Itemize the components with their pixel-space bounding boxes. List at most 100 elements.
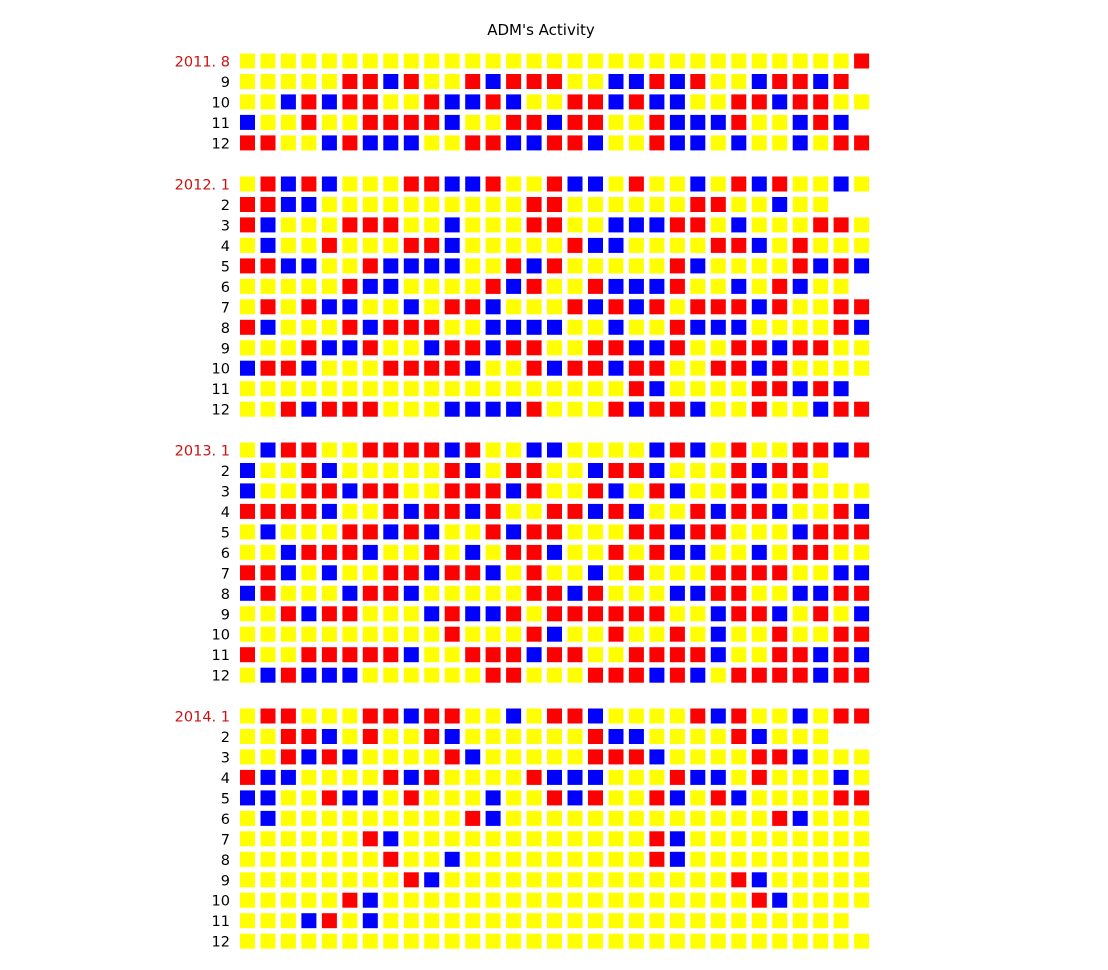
heatmap-cell [833,872,849,888]
row-label: 6 [221,280,230,296]
heatmap-cell [751,258,767,274]
heatmap-cell [424,74,440,89]
heatmap-cell [628,176,644,192]
heatmap-cell [383,851,399,867]
heatmap-cell [649,360,665,376]
heatmap-cell [588,217,603,233]
heatmap-cell [506,217,522,233]
heatmap-cell [854,872,870,888]
row-label: 6 [221,812,230,828]
heatmap-cell [424,729,440,744]
heatmap-cell [731,217,747,233]
heatmap-cell [444,94,460,110]
heatmap-cell [321,913,337,929]
heatmap-cell [485,503,501,519]
heatmap-cell [547,729,562,744]
heatmap-cell [321,708,337,724]
heatmap-cell [444,176,460,192]
heatmap-cell [710,606,726,622]
heatmap-cell [690,401,706,417]
heatmap-cell [403,606,419,622]
row-label: 2011. 8 [175,55,230,71]
heatmap-cell [403,401,419,417]
heatmap-cell [506,197,522,212]
heatmap-cell [485,197,501,212]
heatmap-cell [424,53,440,69]
heatmap-cell [485,933,501,949]
heatmap-cell [526,749,542,765]
heatmap-cell [547,258,562,274]
heatmap-cell [649,94,665,110]
heatmap-cell [690,544,706,560]
heatmap-cell [280,237,296,253]
heatmap-cell [280,667,296,683]
heatmap-cell [608,278,624,294]
heatmap-cell [710,503,726,519]
heatmap-cell [444,729,460,744]
heatmap-cell [465,810,481,826]
heatmap-cell [362,176,378,192]
heatmap-cell [669,319,685,335]
heatmap-cell [547,278,562,294]
heatmap-cell [813,340,829,356]
heatmap-cell [628,299,644,315]
heatmap-cell [383,708,399,724]
heatmap-cell [383,74,399,89]
heatmap-cell [301,176,317,192]
heatmap-cell [260,892,276,908]
heatmap-cell [506,94,522,110]
heatmap-cell [444,831,460,847]
heatmap-cell [547,933,562,949]
heatmap-cell [260,442,276,458]
heatmap-cell [628,851,644,867]
heatmap-cell [731,74,747,89]
heatmap-cell [424,524,440,540]
heatmap-cell [792,810,808,826]
heatmap-cell [751,299,767,315]
heatmap-cell [240,360,255,376]
heatmap-cell [301,360,317,376]
heatmap-cell [710,892,726,908]
heatmap-cell [669,340,685,356]
heatmap-cell [465,708,481,724]
heatmap-cell [526,729,542,744]
heatmap-cell [854,524,870,540]
heatmap-cell [280,340,296,356]
heatmap-cell [526,524,542,540]
heatmap-cell [383,647,399,663]
heatmap-cell [403,524,419,540]
heatmap-cell [506,667,522,683]
heatmap-cell [792,94,808,110]
heatmap-cell [710,360,726,376]
heatmap-cell [547,749,562,765]
heatmap-cell [690,217,706,233]
row-label: 9 [221,75,230,91]
heatmap-cell [342,933,358,949]
heatmap-cell [403,503,419,519]
heatmap-cell [690,851,706,867]
heatmap-cell [813,913,829,929]
row-label: 4 [221,505,230,521]
heatmap-cell [792,565,808,581]
heatmap-cell [772,442,788,458]
heatmap-cell [833,237,849,253]
heatmap-cell [731,544,747,560]
heatmap-cell [813,381,829,397]
heatmap-cell [649,237,665,253]
heatmap-cell [465,790,481,806]
heatmap-cell [280,94,296,110]
heatmap-cell [240,319,255,335]
heatmap-cell [465,626,481,642]
heatmap-cell [792,340,808,356]
heatmap-cell [362,381,378,397]
heatmap-cell [588,790,603,806]
heatmap-cell [833,524,849,540]
heatmap-cell [506,381,522,397]
heatmap-cell [362,401,378,417]
heatmap-cell [362,626,378,642]
heatmap-cell [424,258,440,274]
heatmap-cell [280,74,296,89]
heatmap-cell [260,585,276,601]
heatmap-cell [833,933,849,949]
heatmap-cell [260,53,276,69]
